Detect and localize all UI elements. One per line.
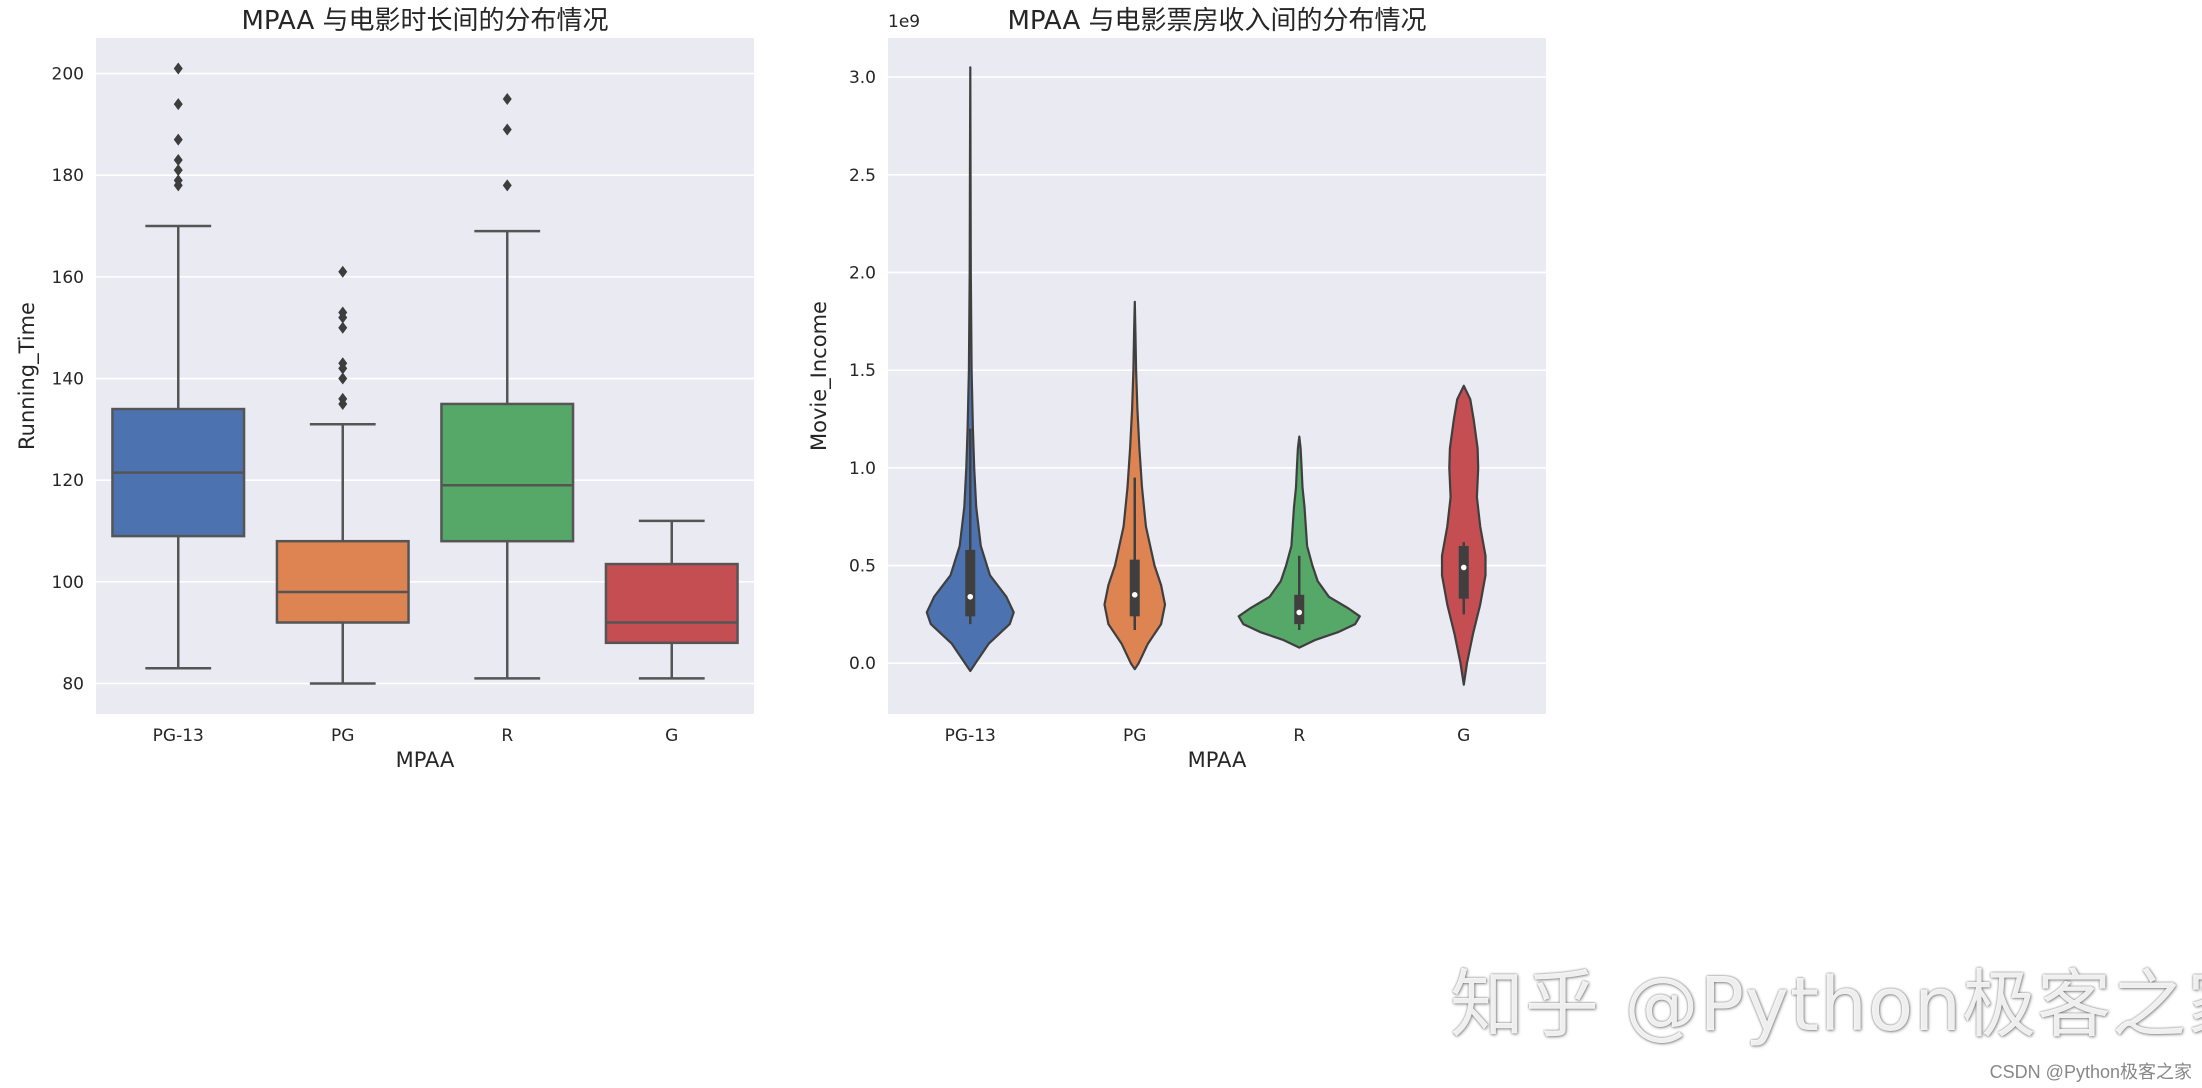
y-axis-label: Movie_Income: [807, 301, 832, 451]
violin-iqr-box: [1129, 559, 1140, 617]
y-tick-label: 2.0: [849, 263, 876, 283]
violin-median: [967, 593, 974, 600]
chart-title: MPAA 与电影时长间的分布情况: [241, 6, 608, 36]
x-tick-label: PG-13: [945, 726, 996, 746]
x-tick-label: PG: [331, 726, 354, 746]
violin-body: [925, 66, 1015, 673]
outlier-point: [338, 321, 348, 334]
outlier-point: [338, 265, 348, 278]
y-tick-label: 200: [52, 65, 84, 85]
y-tick-label: 0.0: [849, 654, 876, 674]
outlier-point: [502, 92, 512, 105]
outlier-point: [173, 133, 183, 146]
x-tick-label: G: [665, 726, 678, 746]
y-tick-label: 80: [62, 675, 84, 695]
x-axis-label: MPAA: [1188, 748, 1247, 772]
violin-iqr-box: [1294, 594, 1305, 625]
source-credit: CSDN @Python极客之家: [1989, 1062, 2192, 1082]
box-iqr: [604, 562, 739, 645]
watermark: 知乎 @Python极客之家: [1450, 962, 2202, 1048]
chart-title: MPAA 与电影票房收入间的分布情况: [1007, 6, 1426, 36]
violin-pg-13: [925, 66, 1015, 673]
x-tick-label: PG-13: [153, 726, 204, 746]
box-pg: [275, 265, 410, 685]
box-iqr: [440, 402, 575, 543]
box-iqr: [275, 539, 410, 624]
box-g: [604, 519, 739, 680]
violin-body: [1440, 384, 1487, 686]
violin-pg: [1103, 300, 1167, 671]
y-axis-label: Running_Time: [15, 302, 40, 450]
outlier-point: [502, 123, 512, 136]
y-tick-label: 120: [52, 471, 84, 491]
y-tick-label: 180: [52, 166, 84, 186]
violin-median: [1460, 564, 1467, 571]
outlier-point: [338, 306, 348, 319]
y-tick-label: 0.5: [849, 557, 876, 577]
outlier-point: [173, 164, 183, 177]
y-tick-label: 3.0: [849, 68, 876, 88]
x-tick-label: R: [501, 726, 513, 746]
violin-median: [1296, 609, 1303, 616]
outlier-point: [338, 392, 348, 405]
y-tick-label: 1.0: [849, 459, 876, 479]
outlier-point: [173, 62, 183, 75]
violin-body: [1237, 435, 1361, 649]
outlier-point: [502, 179, 512, 192]
x-tick-label: R: [1293, 726, 1305, 746]
x-tick-label: G: [1457, 726, 1470, 746]
box-r: [440, 92, 575, 680]
violin-iqr-box: [1458, 545, 1469, 599]
y-tick-label: 140: [52, 370, 84, 390]
y-offset-label: 1e9: [888, 12, 920, 32]
y-tick-label: 100: [52, 573, 84, 593]
violin-g: [1440, 384, 1487, 686]
outlier-point: [338, 357, 348, 370]
violin-r: [1237, 435, 1361, 649]
box-pg-13: [111, 62, 246, 670]
x-axis-label: MPAA: [396, 748, 455, 772]
y-tick-label: 2.5: [849, 166, 876, 186]
violin-median: [1131, 592, 1138, 598]
outlier-point: [173, 98, 183, 111]
x-tick-label: PG: [1123, 726, 1146, 746]
violin-iqr-box: [965, 549, 976, 617]
y-tick-label: 160: [52, 268, 84, 288]
outlier-point: [173, 174, 183, 187]
y-tick-label: 1.5: [849, 361, 876, 381]
outlier-point: [173, 153, 183, 166]
outlier-point: [338, 372, 348, 385]
